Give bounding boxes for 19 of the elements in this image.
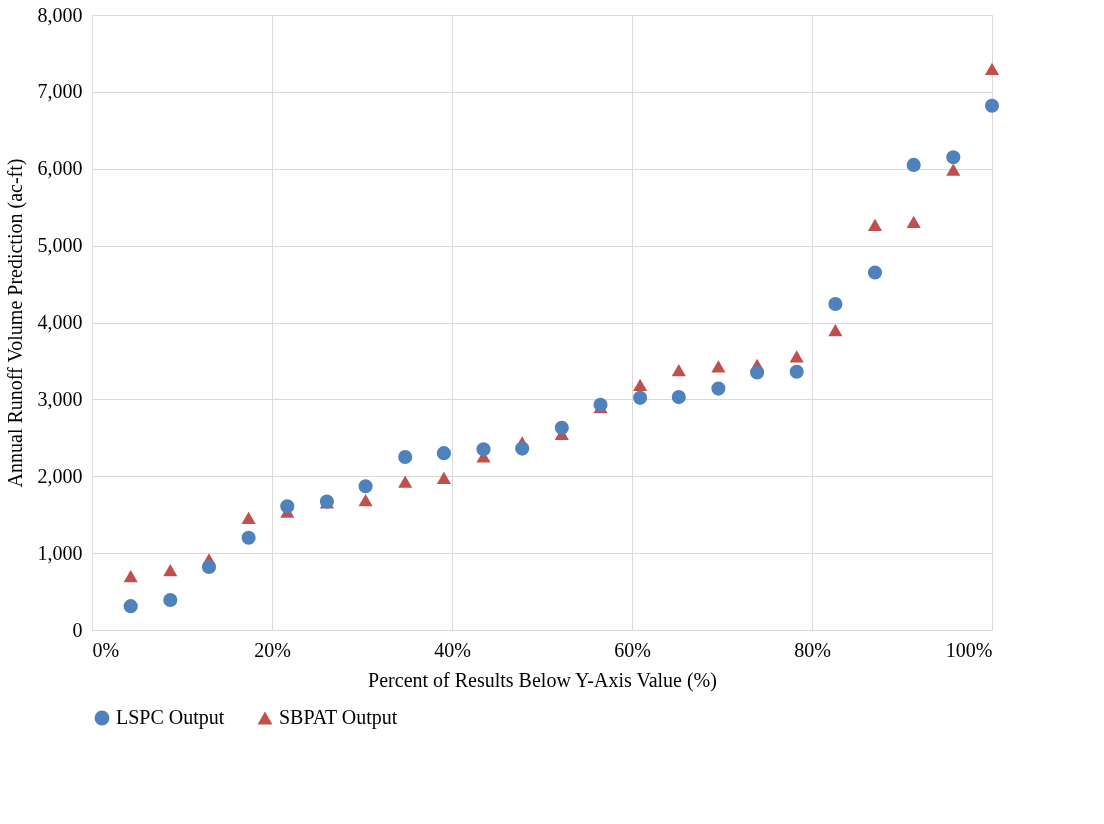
x-tick-label: 0%	[92, 638, 120, 661]
y-tick-label: 2,000	[37, 464, 83, 487]
x-tick-label: 20%	[254, 638, 291, 661]
x-tick-label: 40%	[434, 638, 471, 661]
legend-label: LSPC Output	[116, 706, 225, 729]
y-tick-label: 5,000	[37, 234, 83, 257]
y-axis-title: Annual Runoff Volume Prediction (ac-ft)	[3, 158, 27, 488]
y-tick-label: 8,000	[37, 3, 83, 26]
x-tick-label: 100%	[945, 638, 993, 661]
legend-label: SBPAT Output	[279, 706, 398, 729]
y-tick-label: 6,000	[37, 157, 83, 180]
x-tick-label: 80%	[794, 638, 831, 661]
y-tick-label: 7,000	[37, 80, 83, 103]
x-tick-label: 60%	[614, 638, 651, 661]
y-tick-label: 1,000	[37, 541, 83, 564]
x-axis-title: Percent of Results Below Y-Axis Value (%)	[368, 668, 717, 692]
y-tick-label: 0	[72, 618, 83, 641]
y-tick-label: 3,000	[37, 387, 83, 410]
y-tick-label: 4,000	[37, 311, 83, 333]
